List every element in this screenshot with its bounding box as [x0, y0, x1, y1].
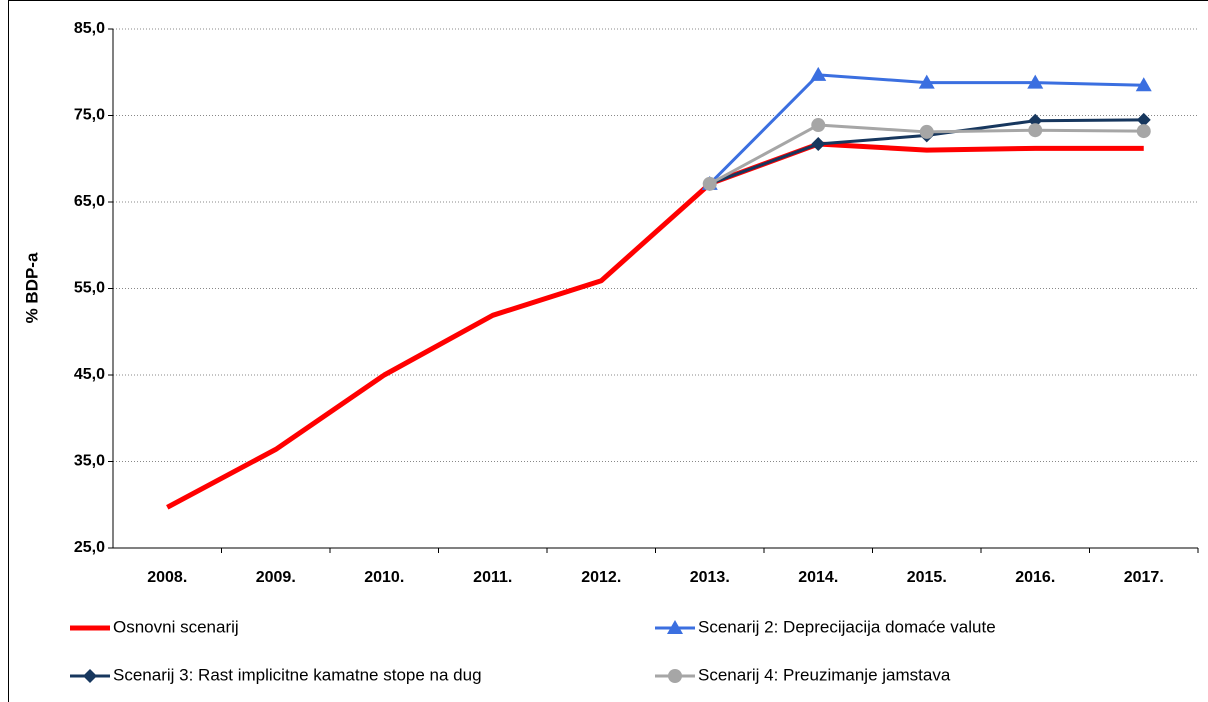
marker	[918, 74, 935, 89]
marker	[1136, 112, 1151, 127]
x-tick-label: 2008.	[147, 569, 187, 586]
marker	[702, 176, 717, 191]
legend-label: Scenarij 3: Rast implicitne kamatne stop…	[113, 665, 482, 684]
y-tick-label: 85,0	[74, 20, 105, 37]
marker	[811, 137, 826, 152]
marker	[919, 124, 934, 139]
marker	[1028, 123, 1043, 138]
x-tick-label: 2009.	[256, 569, 296, 586]
marker	[1135, 77, 1152, 92]
x-tick-label: 2010.	[364, 569, 404, 586]
marker	[810, 66, 827, 81]
marker	[668, 669, 682, 683]
x-tick-label: 2016.	[1015, 569, 1055, 586]
marker	[1027, 74, 1044, 89]
y-tick-label: 25,0	[74, 539, 105, 556]
y-tick-label: 75,0	[74, 107, 105, 124]
marker	[667, 620, 683, 634]
y-tick-label: 55,0	[74, 280, 105, 297]
y-tick-label: 65,0	[74, 193, 105, 210]
legend-label: Scenarij 4: Preuzimanje jamstava	[698, 665, 951, 684]
x-tick-label: 2014.	[798, 569, 838, 586]
x-tick-label: 2012.	[581, 569, 621, 586]
x-tick-label: 2013.	[690, 569, 730, 586]
legend-label: Scenarij 2: Deprecijacija domaće valute	[698, 617, 996, 636]
y-axis-label: % BDP-a	[22, 252, 41, 323]
marker	[1136, 124, 1151, 139]
marker	[811, 118, 826, 133]
x-tick-label: 2017.	[1124, 569, 1164, 586]
x-tick-label: 2011.	[473, 569, 512, 586]
y-tick-label: 45,0	[74, 366, 105, 383]
legend-label: Osnovni scenarij	[113, 617, 239, 636]
marker	[83, 669, 97, 683]
series-line	[166, 141, 1144, 510]
x-tick-label: 2015.	[907, 569, 947, 586]
y-tick-label: 35,0	[74, 453, 105, 470]
